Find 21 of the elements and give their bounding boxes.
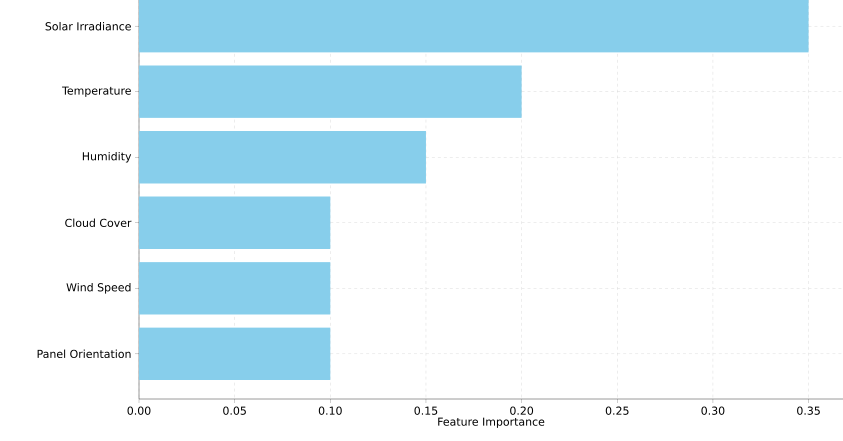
bar: [139, 66, 522, 118]
x-tick-label: 0.25: [606, 406, 629, 415]
y-tick-label: Temperature: [62, 86, 131, 97]
bar: [139, 131, 426, 184]
x-tick-label: 0.15: [414, 406, 438, 415]
x-tick-label: 0.35: [797, 406, 820, 415]
bar: [139, 196, 330, 249]
y-tick-label: Solar Irradiance: [46, 22, 131, 30]
x-tick-label: 0.00: [128, 406, 150, 415]
bar: [139, 262, 330, 314]
x-tick-label: 0.10: [318, 406, 342, 415]
bar: [139, 328, 330, 380]
x-tick-label: 0.05: [223, 406, 246, 415]
x-tick-label: 0.20: [510, 406, 534, 415]
x-axis-title: Feature Importance: [438, 418, 544, 428]
y-tick-label: Cloud Cover: [65, 218, 132, 228]
bar: [139, 0, 809, 52]
y-tick-label: Panel Orientation: [38, 350, 131, 358]
x-tick-label: 0.30: [701, 406, 724, 415]
y-tick-label: Humidity: [82, 152, 132, 163]
y-tick-label: Wind Speed: [66, 282, 130, 294]
